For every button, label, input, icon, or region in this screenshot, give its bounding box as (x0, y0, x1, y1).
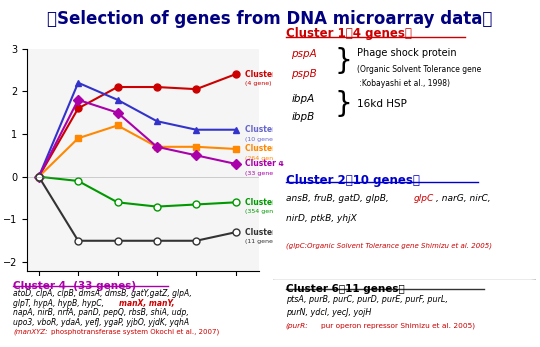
Text: }: } (335, 91, 353, 118)
Text: atoD, clpA, clpB, dmsA, dmsB, gatY,gatZ, glpA,: atoD, clpA, clpB, dmsA, dmsB, gatY,gatZ,… (14, 289, 192, 298)
Text: Phage shock protein: Phage shock protein (357, 48, 457, 58)
Text: 【Selection of genes from DNA microarray data】: 【Selection of genes from DNA microarray … (48, 10, 492, 28)
Text: Cluster 6（11 genes）: Cluster 6（11 genes） (286, 284, 404, 294)
Text: (glpC:Organic Solvent Tolerance gene Shimizu et al. 2005): (glpC:Organic Solvent Tolerance gene Shi… (286, 243, 492, 249)
Text: Cluster 6: Cluster 6 (245, 228, 284, 237)
Text: Cluster 2（10 genes）: Cluster 2（10 genes） (286, 174, 420, 187)
Text: (33 gene): (33 gene) (245, 171, 276, 176)
Text: ansB, fruB, gatD, glpB,: ansB, fruB, gatD, glpB, (286, 194, 392, 203)
FancyBboxPatch shape (265, 164, 540, 276)
Text: 16kd HSP: 16kd HSP (357, 99, 407, 109)
FancyBboxPatch shape (265, 278, 540, 346)
Text: upo3, vboR, ydaA, yefJ, ygaP, yjbO, yjdK, yqhA: upo3, vboR, ydaA, yefJ, ygaP, yjbO, yjdK… (14, 318, 190, 327)
Text: (4 gene): (4 gene) (245, 81, 272, 86)
Text: :Kobayashi et al., 1998): :Kobayashi et al., 1998) (357, 79, 450, 88)
Text: Cluster 5: Cluster 5 (245, 198, 284, 207)
Text: (354 gene): (354 gene) (245, 209, 280, 214)
Text: nirD, ptkB, yhjX: nirD, ptkB, yhjX (286, 214, 356, 223)
Text: pspB: pspB (291, 69, 317, 79)
Text: glpT, hypA, hypB, hypC,: glpT, hypA, hypB, hypC, (14, 299, 106, 308)
X-axis label: Sampling points   [min]: Sampling points [min] (78, 293, 208, 303)
Text: Cluster 1: Cluster 1 (245, 70, 284, 79)
Text: manX, manY,: manX, manY, (119, 299, 175, 308)
Text: Cluster 3: Cluster 3 (245, 144, 284, 153)
Text: }: } (335, 46, 353, 75)
Text: Cluster 4: Cluster 4 (245, 159, 284, 168)
Text: phosphotransferase system Okochi et al., 2007): phosphotransferase system Okochi et al.,… (51, 329, 219, 335)
Text: pspA: pspA (291, 49, 317, 59)
Text: napA, nirB, nrfA, panD, pepQ, rbsB, shiA, udp,: napA, nirB, nrfA, panD, pepQ, rbsB, shiA… (14, 308, 189, 318)
Text: (Organic Solvent Tolerance gene: (Organic Solvent Tolerance gene (357, 65, 481, 74)
Text: (manXYZ:: (manXYZ: (14, 329, 48, 335)
Text: ibpB: ibpB (291, 112, 314, 122)
Text: Cluster 4  (33 genes): Cluster 4 (33 genes) (14, 281, 137, 290)
Text: , narG, nirC,: , narG, nirC, (436, 194, 490, 203)
Text: ibpA: ibpA (291, 94, 314, 104)
Text: ptsA, purB, purC, purD, purE, purF, purL,: ptsA, purB, purC, purD, purE, purF, purL… (286, 295, 448, 304)
Text: purN, ydcI, yecJ, yojH: purN, ydcI, yecJ, yojH (286, 307, 372, 316)
Text: (264 gene): (264 gene) (245, 156, 280, 161)
Text: pur operon repressor Shimizu et al. 2005): pur operon repressor Shimizu et al. 2005… (321, 323, 476, 330)
FancyBboxPatch shape (0, 274, 273, 346)
Text: (purR:: (purR: (286, 323, 309, 330)
FancyBboxPatch shape (265, 15, 540, 166)
Text: (11 gene): (11 gene) (245, 239, 276, 244)
Text: (10 gene): (10 gene) (245, 137, 276, 142)
Text: glpC: glpC (414, 194, 434, 203)
Text: Cluster 2: Cluster 2 (245, 125, 284, 134)
Text: Cluster 1（4 genes）: Cluster 1（4 genes） (286, 27, 412, 41)
